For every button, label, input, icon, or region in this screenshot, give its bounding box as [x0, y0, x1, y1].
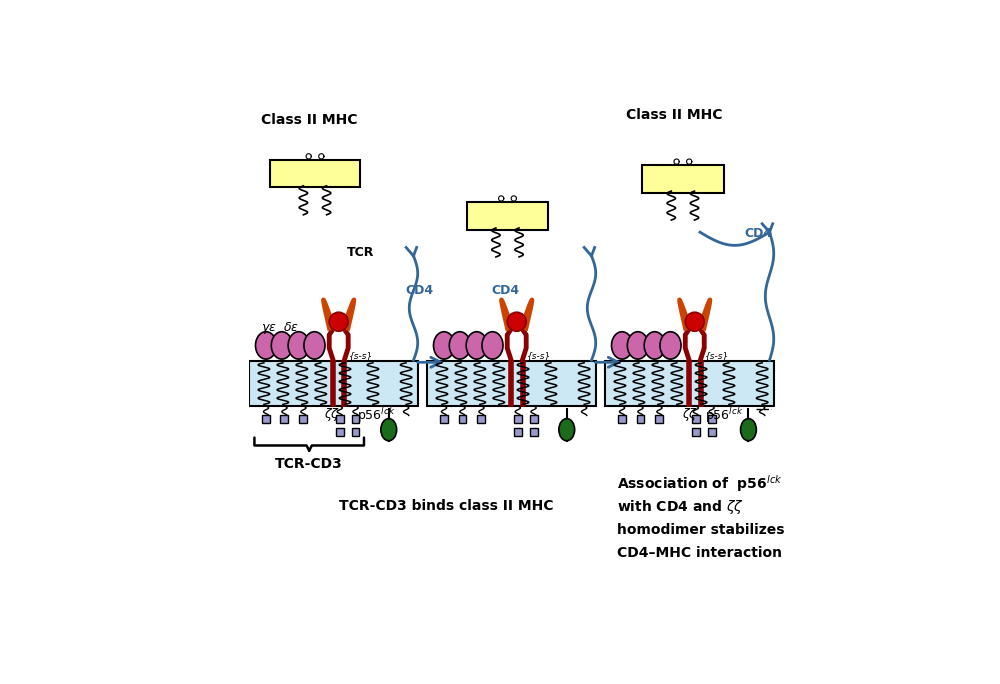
Bar [692, 415, 700, 423]
Bar [336, 415, 344, 423]
Text: with CD4 and $\zeta\zeta$: with CD4 and $\zeta\zeta$ [617, 499, 744, 516]
Text: homodimer stabilizes: homodimer stabilizes [617, 523, 784, 537]
Ellipse shape [660, 332, 681, 359]
Bar [642, 166, 724, 193]
Ellipse shape [644, 332, 665, 359]
Ellipse shape [271, 332, 292, 359]
Text: TCR-CD3 binds class II MHC: TCR-CD3 binds class II MHC [339, 499, 554, 513]
Text: Class II MHC: Class II MHC [626, 108, 722, 122]
Bar [637, 415, 644, 423]
Circle shape [329, 312, 348, 331]
Ellipse shape [304, 332, 325, 359]
Bar [336, 428, 344, 436]
Circle shape [507, 312, 526, 331]
Text: CD4–MHC interaction: CD4–MHC interaction [617, 546, 782, 560]
Circle shape [685, 312, 704, 331]
Bar [467, 202, 548, 230]
Ellipse shape [482, 332, 503, 359]
Bar [708, 428, 716, 436]
Bar [530, 415, 538, 423]
Ellipse shape [381, 419, 397, 440]
Ellipse shape [559, 419, 575, 440]
Bar [440, 415, 448, 423]
Bar [692, 428, 700, 436]
Text: $\zeta\zeta$: $\zeta\zeta$ [682, 406, 698, 423]
Text: p56$^{lck}$: p56$^{lck}$ [705, 406, 743, 425]
Text: CD4: CD4 [491, 284, 520, 297]
Text: TCR-CD3: TCR-CD3 [275, 457, 343, 471]
Bar [459, 415, 466, 423]
Bar [514, 428, 522, 436]
Text: $\zeta\zeta$: $\zeta\zeta$ [324, 406, 341, 423]
Bar [249, 361, 418, 406]
Ellipse shape [255, 332, 277, 359]
Ellipse shape [449, 332, 470, 359]
Text: CD4: CD4 [744, 228, 772, 241]
Ellipse shape [741, 419, 756, 440]
Text: {s-s}: {s-s} [705, 352, 729, 360]
Bar [514, 415, 522, 423]
Bar [618, 415, 626, 423]
Text: $\delta\varepsilon$: $\delta\varepsilon$ [283, 321, 299, 334]
Ellipse shape [612, 332, 633, 359]
Text: Association of  p56$^{lck}$: Association of p56$^{lck}$ [617, 473, 782, 494]
Bar [427, 361, 596, 406]
Bar [270, 160, 360, 187]
Text: {s-s}: {s-s} [527, 352, 551, 360]
Bar [352, 428, 359, 436]
Bar [352, 415, 359, 423]
Bar [605, 361, 774, 406]
Bar [655, 415, 663, 423]
Ellipse shape [433, 332, 455, 359]
Bar [299, 415, 307, 423]
Text: p56$^{lck}$: p56$^{lck}$ [357, 406, 396, 425]
Bar [708, 415, 716, 423]
Bar [280, 415, 288, 423]
Bar [262, 415, 270, 423]
Text: Class II MHC: Class II MHC [261, 114, 357, 127]
Bar [530, 428, 538, 436]
Text: {s-s}: {s-s} [349, 352, 373, 360]
Ellipse shape [466, 332, 487, 359]
Ellipse shape [627, 332, 648, 359]
Ellipse shape [288, 332, 309, 359]
Text: CD4: CD4 [405, 284, 433, 297]
Bar [477, 415, 485, 423]
Text: TCR: TCR [347, 246, 374, 259]
Text: $\gamma\varepsilon$: $\gamma\varepsilon$ [261, 321, 276, 336]
